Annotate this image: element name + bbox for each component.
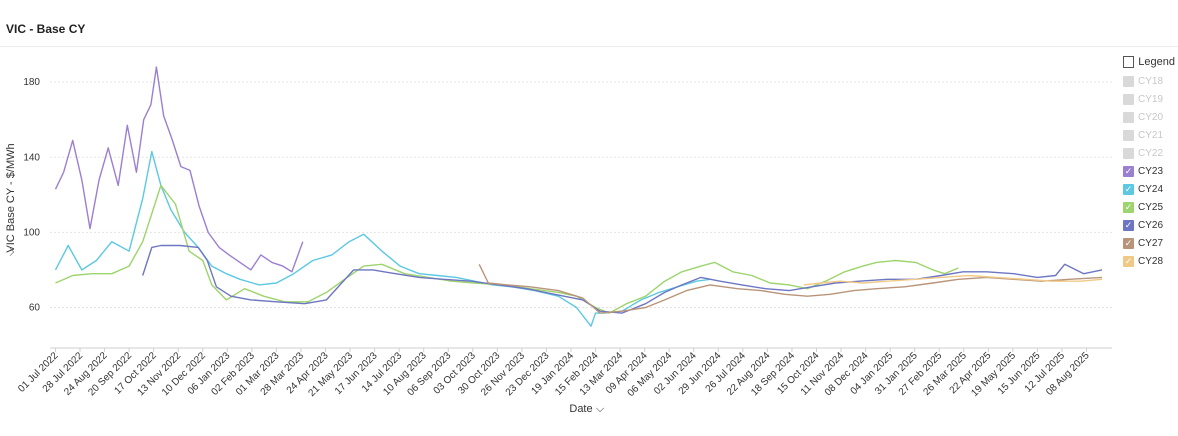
series-line-cy28[interactable] (803, 274, 1103, 286)
legend-item-label: CY20 (1138, 111, 1164, 123)
legend-items: CY18 CY19 CY20 CY21 CY22 ✓ CY23 ✓ CY24 ✓ CY25 ✓ CY26… (1123, 72, 1175, 270)
legend-check-icon[interactable]: ✓ (1123, 255, 1134, 267)
legend-check-icon[interactable] (1123, 111, 1134, 123)
legend-item-cy27[interactable]: ✓ CY27 (1123, 234, 1175, 252)
y-tick-label: 100 (23, 227, 40, 238)
y-axis-title[interactable]: VIC Base CY - $/MWh (5, 143, 17, 252)
legend-check-icon[interactable]: ✓ (1123, 237, 1134, 249)
legend-item-cy25[interactable]: ✓ CY25 (1123, 198, 1175, 216)
legend-item-cy24[interactable]: ✓ CY24 (1123, 180, 1175, 198)
legend-item-cy22[interactable]: CY22 (1123, 144, 1175, 162)
legend-item-cy28[interactable]: ✓ CY28 (1123, 252, 1175, 270)
legend-check-icon[interactable]: ✓ (1123, 219, 1134, 231)
series-line-cy27[interactable] (478, 263, 1103, 314)
legend-item-cy21[interactable]: CY21 (1123, 126, 1175, 144)
series-line-cy26[interactable] (142, 244, 1103, 314)
legend-checkbox-icon[interactable] (1123, 56, 1135, 68)
legend-check-icon[interactable] (1123, 75, 1134, 87)
y-tick-label: 180 (23, 77, 40, 88)
legend-check-icon[interactable] (1123, 147, 1134, 159)
legend-check-icon[interactable]: ✓ (1123, 201, 1134, 213)
x-axis-chevron-icon[interactable]: ⌵ (596, 403, 605, 415)
series-lines (54, 66, 1103, 327)
legend-check-icon[interactable]: ✓ (1123, 183, 1134, 195)
legend-label: Legend (1138, 56, 1175, 68)
x-axis-title[interactable]: Date (569, 403, 592, 415)
legend: Legend CY18 CY19 CY20 CY21 CY22 ✓ CY23 ✓ CY24 ✓ CY… (1123, 54, 1175, 270)
y-axis-ticks: 60 100 140 180 (23, 77, 40, 313)
legend-item-cy20[interactable]: CY20 (1123, 108, 1175, 126)
legend-check-icon[interactable]: ✓ (1123, 165, 1134, 177)
legend-item-cy23[interactable]: ✓ CY23 (1123, 162, 1175, 180)
legend-item-label: CY21 (1138, 129, 1164, 141)
legend-item-label: CY26 (1138, 219, 1164, 231)
legend-item-cy19[interactable]: CY19 (1123, 90, 1175, 108)
legend-item-cy26[interactable]: ✓ CY26 (1123, 216, 1175, 234)
legend-check-icon[interactable] (1123, 129, 1134, 141)
legend-item-label: CY24 (1138, 183, 1164, 195)
chart-title: VIC - Base CY (6, 22, 86, 36)
legend-item-label: CY19 (1138, 93, 1164, 105)
series-line-cy24[interactable] (54, 150, 711, 327)
series-line-cy23[interactable] (54, 66, 304, 273)
legend-item-label: CY23 (1138, 165, 1164, 177)
gridlines (50, 81, 1112, 308)
legend-item-label: CY28 (1138, 255, 1164, 267)
y-axis-chevron-icon[interactable]: ⌵ (5, 247, 17, 256)
legend-item-label: CY22 (1138, 147, 1164, 159)
legend-item-label: CY18 (1138, 75, 1164, 87)
legend-item-label: CY25 (1138, 201, 1164, 213)
legend-item-cy18[interactable]: CY18 (1123, 72, 1175, 90)
legend-item-label: CY27 (1138, 237, 1164, 249)
series-line-cy25[interactable] (55, 184, 959, 314)
y-tick-label: 60 (29, 302, 41, 313)
legend-toggle[interactable]: Legend (1123, 54, 1175, 70)
title-divider (0, 46, 1178, 47)
y-tick-label: 140 (23, 152, 40, 163)
legend-check-icon[interactable] (1123, 93, 1134, 105)
